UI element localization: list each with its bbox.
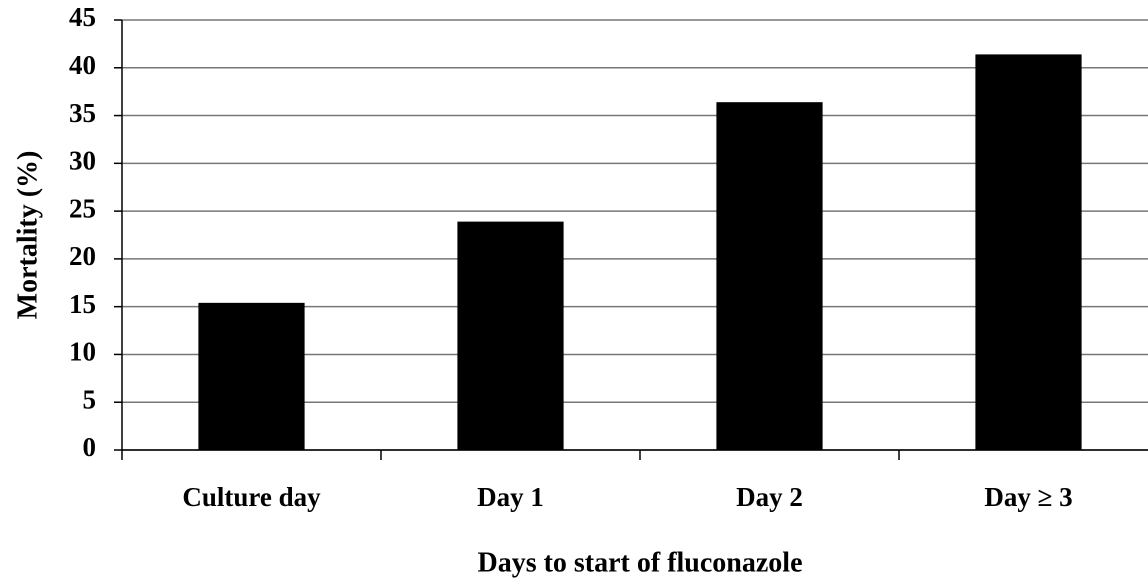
y-tick-label: 20 <box>69 241 96 271</box>
y-tick-label: 5 <box>83 384 97 414</box>
y-tick-label: 30 <box>69 146 96 176</box>
y-axis-title: Mortality (%) <box>12 151 43 320</box>
x-tick-label: Day ≥ 3 <box>984 482 1072 512</box>
x-tick-label: Day 1 <box>477 482 544 512</box>
x-tick-label: Culture day <box>182 482 321 512</box>
y-tick-label: 25 <box>69 193 96 223</box>
y-tick-label: 10 <box>69 337 96 367</box>
bar <box>975 54 1082 451</box>
bar <box>198 302 305 450</box>
x-axis-title: Days to start of fluconazole <box>477 547 802 578</box>
x-tick-label: Day 2 <box>736 482 803 512</box>
y-tick-label: 45 <box>69 2 96 32</box>
bar <box>716 102 823 450</box>
y-tick-label: 40 <box>69 50 96 80</box>
y-tick-label: 15 <box>69 289 96 319</box>
y-tick-label: 35 <box>69 98 96 128</box>
bar <box>457 221 564 450</box>
y-tick-label: 0 <box>83 432 97 462</box>
